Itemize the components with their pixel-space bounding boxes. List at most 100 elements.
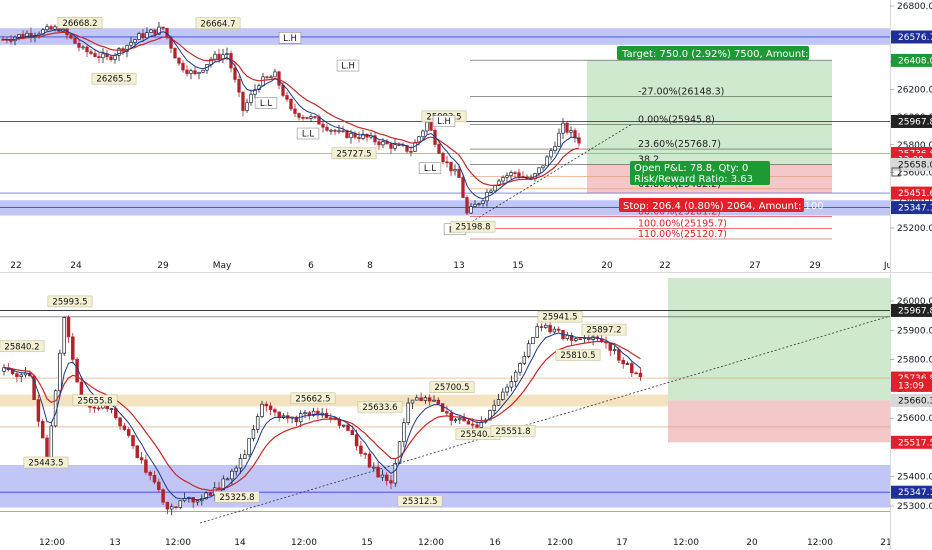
target-label[interactable]: Target: 750.0 (2.92%) 7500, Amount: 100 xyxy=(617,46,831,60)
time-tick-label: 12:00 xyxy=(807,538,833,548)
target-zone-bottom[interactable] xyxy=(668,278,890,401)
candle-body xyxy=(473,204,477,207)
candle-body xyxy=(197,71,201,75)
candle-body xyxy=(297,113,301,118)
candle-body xyxy=(458,418,462,421)
candle-body xyxy=(152,474,157,483)
candle-body xyxy=(539,326,544,328)
time-tick-label: 13 xyxy=(453,261,464,271)
annotation-label: 25312.5 xyxy=(402,497,437,507)
annotation-box xyxy=(537,310,583,323)
top-panel: -61.80%(26409.3)-27.00%(26148.3)0.00%(25… xyxy=(0,0,892,272)
candle-body xyxy=(341,130,345,133)
price-tick-label: 25400.0 xyxy=(897,473,932,483)
candle-body xyxy=(357,136,361,139)
trendline-dotted[interactable] xyxy=(454,123,633,233)
time-tick-label: 17 xyxy=(616,538,627,548)
candle-body xyxy=(139,457,144,461)
bottom-panel: 25993.5 25840.2 25443.5 25655.8 25325.8 25662… xyxy=(0,278,892,550)
candle-body xyxy=(545,156,549,167)
candle-body xyxy=(493,185,497,192)
candle-body xyxy=(393,462,398,484)
price-tag-bg xyxy=(891,378,932,392)
top-time-axis[interactable] xyxy=(0,258,890,272)
pnl-label[interactable]: Open P&L: 78.8, Qty: 0 Risk/Reward Ratio… xyxy=(630,161,770,185)
candle-body xyxy=(230,470,234,480)
price-tag-bg xyxy=(891,157,932,171)
time-tick-label: 29 xyxy=(157,261,169,271)
candle-body xyxy=(541,165,545,169)
candle-body xyxy=(569,335,574,341)
candle-body xyxy=(273,71,277,78)
stop-label[interactable]: Stop: 206.4 (0.80%) 2064, Amount: 100 xyxy=(619,198,824,212)
toolbar-icon-square[interactable] xyxy=(891,167,901,177)
candle-body xyxy=(432,399,436,402)
candle-body xyxy=(522,356,527,364)
price-tag-bg xyxy=(891,30,932,44)
candle-body xyxy=(574,338,578,341)
candle-body xyxy=(466,420,471,425)
candle-body xyxy=(217,53,221,60)
candle-body xyxy=(237,79,241,93)
candle-body xyxy=(569,130,573,133)
stop-zone-bottom[interactable] xyxy=(668,400,890,443)
candle-body xyxy=(634,372,638,375)
candle-body xyxy=(149,29,153,33)
target-label-bg xyxy=(617,46,809,60)
annotation-label: 25540.5 xyxy=(460,430,495,440)
time-tick-label: 12:00 xyxy=(165,538,191,548)
candle-body xyxy=(489,190,493,193)
candle-body xyxy=(377,141,381,146)
candle-body xyxy=(465,197,469,214)
target-zone[interactable] xyxy=(587,60,832,165)
fib-label: 100.00%(25195.7) xyxy=(638,219,727,230)
price-tag-bg xyxy=(891,303,932,317)
candle-body xyxy=(397,144,401,147)
candle-body xyxy=(437,144,441,154)
annotation-label: 26265.5 xyxy=(96,75,131,85)
candle-body xyxy=(537,167,541,174)
candle-body xyxy=(273,409,277,413)
candle-body xyxy=(21,34,25,38)
candle-body xyxy=(157,481,161,490)
square-icon xyxy=(891,167,901,177)
annotation-box xyxy=(450,220,496,233)
price-tick-label: 25900.0 xyxy=(897,326,932,336)
fib-label: 110.00%(25120.7) xyxy=(638,229,727,240)
moving-average-red xyxy=(2,31,580,186)
price-tag-label: 25967.8 xyxy=(898,306,932,316)
candle-body xyxy=(113,54,117,60)
annotation-box xyxy=(418,162,442,174)
candle-body xyxy=(410,399,415,404)
time-tick-label: 20 xyxy=(601,261,613,271)
candle-body xyxy=(148,471,152,476)
top-price-axis[interactable] xyxy=(890,0,932,272)
fib-label: -27.00%(26148.3) xyxy=(638,86,724,97)
resistance-zone xyxy=(0,28,890,45)
annotation-label: 25700.5 xyxy=(434,383,469,393)
price-tag-label: 25347.1 xyxy=(898,488,932,498)
time-tick-label: 22 xyxy=(659,261,670,271)
candle-body xyxy=(269,76,273,79)
candle-body xyxy=(505,386,509,393)
candle-body xyxy=(461,177,465,198)
candle-body xyxy=(234,467,238,472)
candle-body xyxy=(453,419,458,422)
candle-body xyxy=(49,26,53,30)
annotation-label: 25443.5 xyxy=(28,458,63,468)
annotation-label: 25810.5 xyxy=(560,351,595,361)
trendline-dotted-bottom[interactable] xyxy=(199,315,891,524)
candle-body xyxy=(45,26,49,31)
candle-body xyxy=(245,102,249,111)
annotation-label: 25325.8 xyxy=(219,493,254,503)
bottom-price-axis[interactable] xyxy=(890,273,932,550)
bottom-time-axis[interactable] xyxy=(0,532,890,550)
candle-body xyxy=(617,349,621,361)
candle-body xyxy=(161,489,165,503)
candle-body xyxy=(268,405,273,410)
annotation-label: 26668.2 xyxy=(62,19,97,29)
candle-body xyxy=(19,374,23,377)
candle-body xyxy=(251,429,256,439)
candle-body xyxy=(169,506,174,510)
